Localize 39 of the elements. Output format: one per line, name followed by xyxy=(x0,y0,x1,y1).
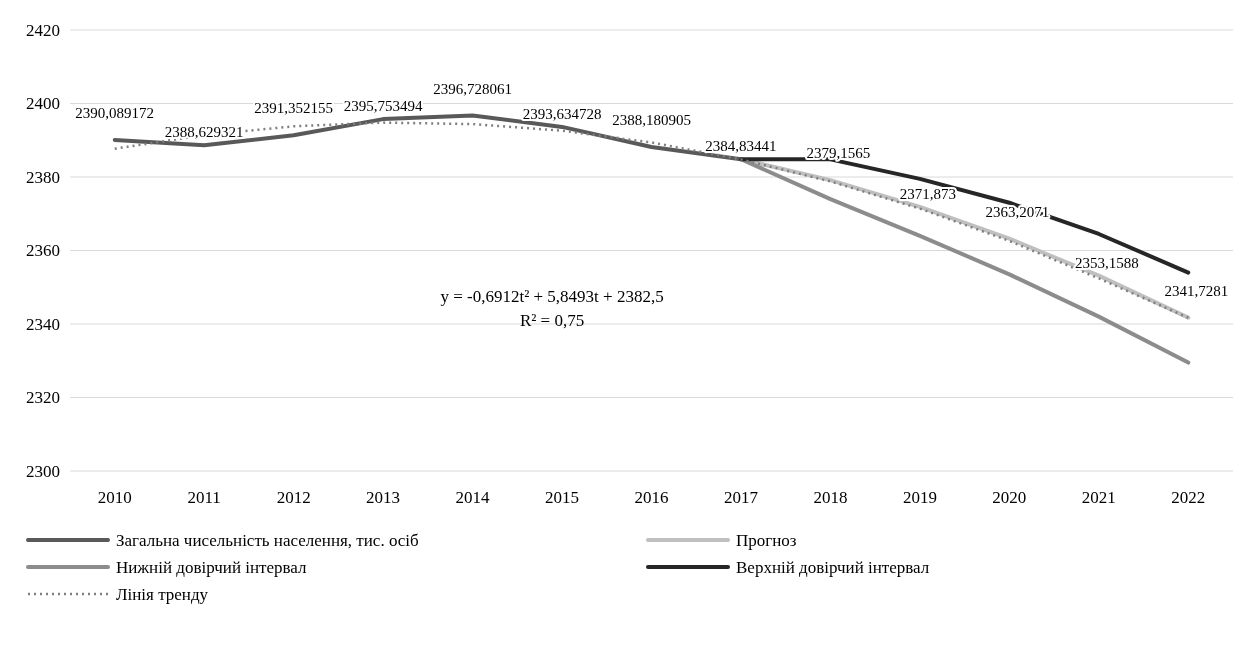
data-label: 2396,728061 xyxy=(433,80,512,97)
data-label: 2384,83441 xyxy=(705,138,777,155)
legend-label: Прогноз xyxy=(736,530,797,550)
y-tick-label: 2380 xyxy=(26,167,60,187)
data-label: 2379,1565 xyxy=(806,145,871,162)
data-label: 2353,1588 xyxy=(1074,254,1139,271)
data-label: 2341,7281 xyxy=(1164,282,1229,299)
x-tick-label: 2014 xyxy=(455,488,491,507)
y-tick-label: 2340 xyxy=(26,314,60,334)
legend-label: Верхній довірчий інтервал xyxy=(736,557,930,577)
y-tick-label: 2420 xyxy=(26,20,60,40)
x-tick-label: 2010 xyxy=(97,488,132,507)
x-tick-label: 2015 xyxy=(545,488,580,507)
x-tick-label: 2021 xyxy=(1081,488,1116,507)
x-tick-label: 2020 xyxy=(992,488,1027,507)
annotation: R² = 0,75 xyxy=(519,310,585,330)
data-label: 2391,352155 xyxy=(254,100,334,117)
y-tick-label: 2400 xyxy=(26,94,60,114)
data-label: 2390,089172 xyxy=(75,104,155,121)
y-tick-label: 2360 xyxy=(26,241,60,261)
x-tick-label: 2019 xyxy=(902,488,937,507)
legend-label: Нижній довірчий інтервал xyxy=(116,557,308,577)
x-tick-label: 2022 xyxy=(1171,488,1206,507)
data-label: 2388,180905 xyxy=(612,111,691,128)
y-tick-label: 2320 xyxy=(26,388,60,408)
data-label: 2388,629321 xyxy=(164,124,244,141)
legend-label: Лінія тренду xyxy=(116,584,209,604)
data-label: 2395,753494 xyxy=(343,98,423,115)
x-tick-label: 2017 xyxy=(723,488,759,507)
y-tick-label: 2300 xyxy=(26,461,60,481)
legend-label: Загальна чисельність населення, тис. осіб xyxy=(116,530,419,550)
x-tick-label: 2016 xyxy=(634,488,669,507)
x-tick-label: 2012 xyxy=(276,488,311,507)
x-tick-label: 2011 xyxy=(187,488,221,507)
x-tick-label: 2013 xyxy=(366,488,401,507)
data-label: 2393,634728 xyxy=(522,105,602,122)
annotation: y = -0,6912t² + 5,8493t + 2382,5 xyxy=(440,286,664,306)
data-label: 2371,873 xyxy=(899,185,957,202)
x-tick-label: 2018 xyxy=(813,488,848,507)
